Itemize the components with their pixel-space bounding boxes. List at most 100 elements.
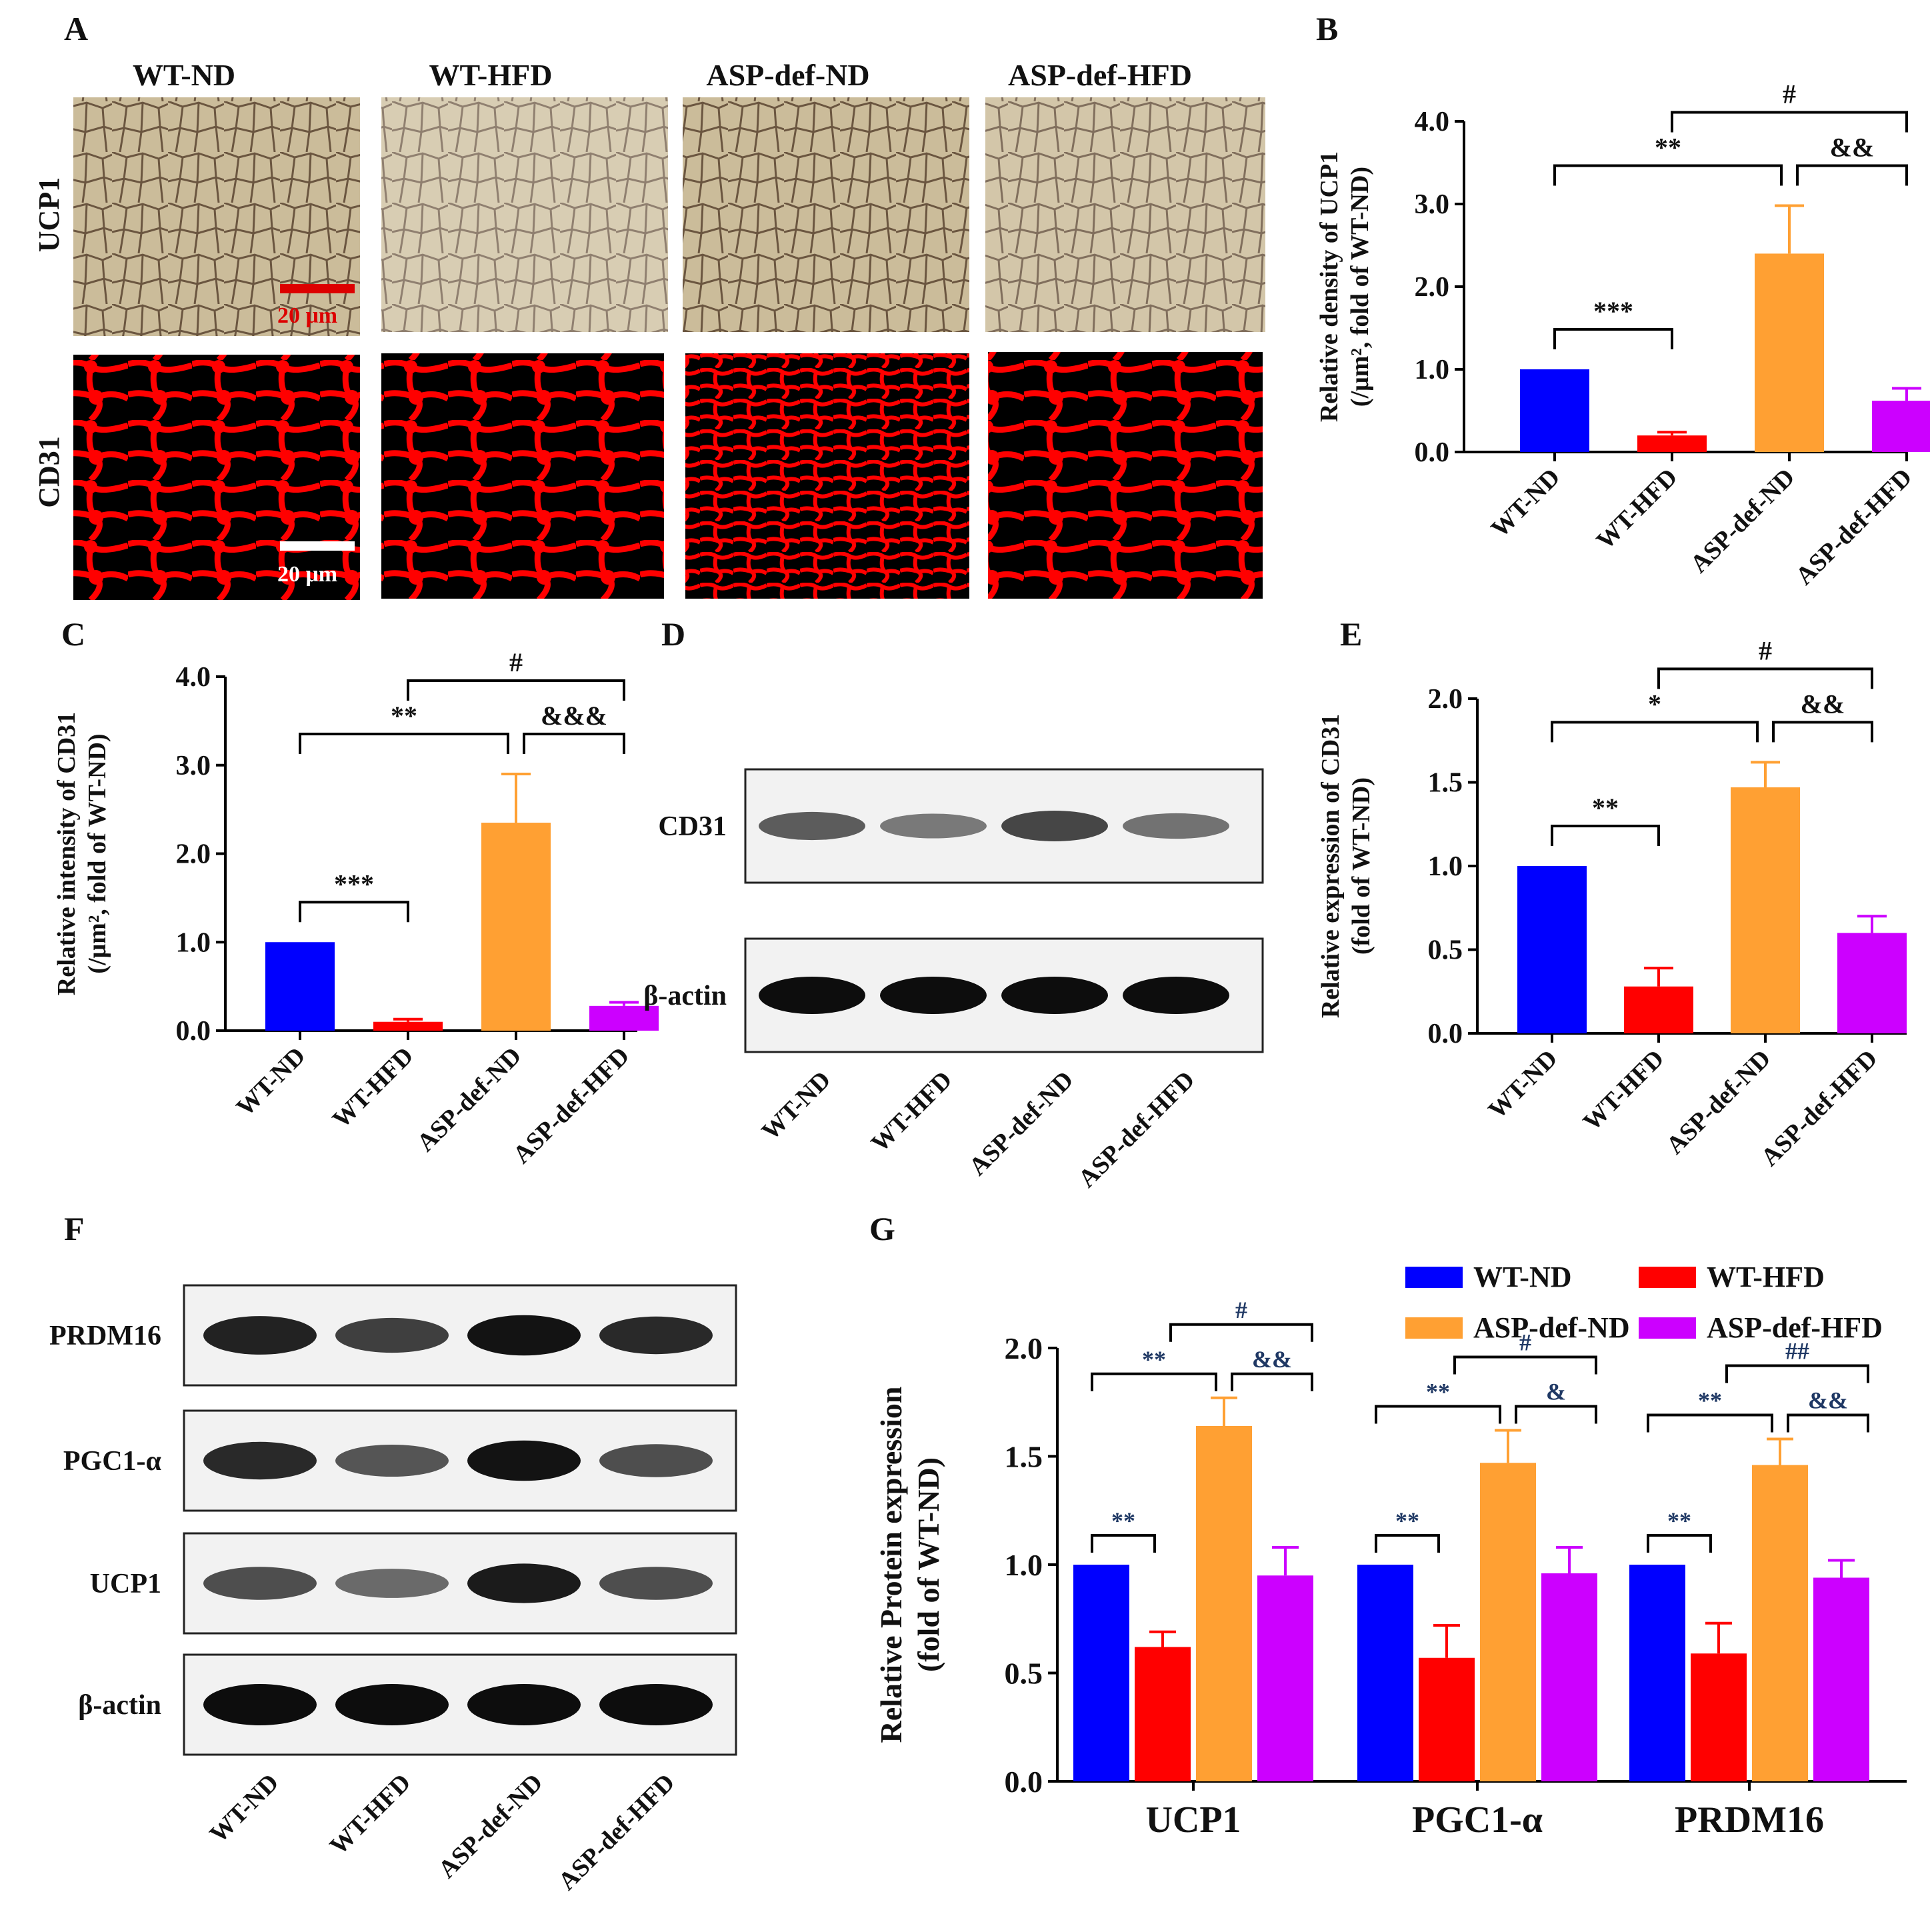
panel-label-d: D [661,615,685,653]
significance-label-g: && [1252,1346,1292,1373]
significance-bracket-g [1091,1372,1217,1391]
x-tick-label-b: WT-HFD [1591,463,1683,555]
blot-f-band [467,1440,581,1481]
micrograph-cd31-wt-hfd [381,353,664,599]
bar-g-2-0 [1629,1565,1685,1781]
blot-d-band [1001,977,1108,1014]
blot-f-band [335,1684,449,1725]
x-tick-label-g: UCP1 [1145,1799,1241,1841]
significance-bracket-c [407,679,625,701]
significance-bracket-g [1647,1534,1712,1553]
bar-c-1 [373,1021,443,1031]
micro-row-label-cd31: CD31 [33,436,65,508]
significance-bracket-g [1091,1534,1156,1553]
significance-bracket-e [1657,667,1873,689]
blot-f-label: β-actin [78,1690,161,1721]
significance-bracket-e [1772,721,1873,743]
x-tick-label-g: PGC1-α [1412,1799,1543,1841]
bar-b-1 [1637,435,1707,452]
significance-bracket-b [1553,328,1673,349]
significance-bracket-e [1551,825,1660,846]
blot-f-lane-label: WT-HFD [325,1769,417,1861]
y-tick-label-c: 4.0 [176,662,211,693]
legend-label-2: ASP-def-ND [1473,1311,1630,1344]
significance-label-g: ## [1785,1338,1809,1365]
blot-d-lane-label: WT-ND [757,1066,837,1146]
legend-swatch-0 [1405,1267,1463,1288]
blot-f-band [467,1315,581,1356]
blot-d-lane-label: ASP-def-HFD [1073,1066,1200,1193]
micro-row-label-ucp1: UCP1 [33,177,65,252]
micrograph-panel: WT-ND WT-HFD ASP-def-ND ASP-def-HFD UCP1… [33,58,1265,600]
y-axis-label-g-units: (fold of WT-ND) [911,1457,945,1672]
significance-label-b: *** [1593,296,1633,326]
significance-bracket-g [1169,1323,1313,1342]
significance-label-c: *** [334,869,374,899]
y-tick-label-b: 0.0 [1415,437,1450,468]
significance-label-g: ** [1698,1387,1722,1414]
significance-label-g: ** [1667,1507,1691,1534]
blot-f-band [203,1684,317,1725]
bar-e-3 [1837,933,1907,1033]
blot-f-band [335,1317,449,1353]
significance-bracket-g [1515,1405,1597,1424]
chart-c: 0.0 1.0 2.0 3.0 4.0 Relative intensity of CD3… [53,647,659,1169]
y-tick-label-c: 1.0 [176,927,211,958]
blot-f-band [335,1444,449,1477]
chart-g: 0.0 0.5 1.0 1.5 2.0 Relative Protein expressi… [874,1261,1907,1841]
blot-f-band [599,1316,713,1355]
significance-bracket-g [1725,1364,1869,1383]
significance-label-b: ** [1655,132,1681,162]
significance-label-g: & [1546,1379,1566,1405]
y-tick-label-e: 1.0 [1428,851,1463,882]
blot-d-label: CD31 [658,811,727,842]
micrograph-ucp1-wt-hfd [381,97,668,332]
y-axis-label-b-units: (/μm², fold of WT-ND) [1346,167,1374,407]
panel-label-f: F [64,1210,85,1247]
significance-label-e: && [1801,689,1845,719]
significance-bracket-c [299,901,409,923]
bar-b-0 [1520,369,1589,452]
y-tick-label-e: 0.5 [1428,935,1463,966]
y-tick-label-e: 0.0 [1428,1019,1463,1049]
y-axis-label-e: Relative expression of CD31 [1317,714,1345,1018]
panel-label-c: C [61,615,85,653]
significance-label-e: * [1648,689,1661,719]
significance-bracket-b [1671,111,1908,133]
y-tick-label-g: 0.5 [1005,1657,1043,1691]
micro-title-wt-hfd: WT-HFD [429,58,553,92]
legend-swatch-1 [1639,1267,1696,1288]
western-blot-d: CD31 β-actin WT-ND WT-HFD ASP-def-NDASP-def-… [643,768,1264,1193]
panel-label-g: G [869,1210,895,1247]
blot-f-lane-label: ASP-def-HFD [553,1769,680,1896]
significance-label-g: ** [1426,1379,1450,1405]
blot-d-lane-label: ASP-def-ND [963,1066,1079,1181]
significance-label-e: # [1759,635,1772,665]
bar-b-3 [1872,401,1930,452]
significance-bracket-g [1647,1413,1773,1433]
significance-bracket-g [1375,1534,1440,1553]
y-axis-label-g: Relative Protein expression [874,1387,908,1743]
micro-title-asp-nd: ASP-def-ND [706,58,869,92]
bar-g-1-3 [1541,1573,1597,1781]
blot-f-band [467,1563,581,1603]
legend-swatch-2 [1405,1317,1463,1339]
scale-bar-ucp1 [280,284,355,293]
significance-label-g: ** [1395,1507,1419,1534]
significance-label-g: ** [1111,1507,1135,1534]
scale-label-ucp1: 20 μm [277,303,337,328]
bar-g-0-0 [1073,1565,1129,1781]
significance-bracket-b [1796,164,1908,186]
significance-bracket-e [1551,721,1759,743]
legend-swatch-3 [1639,1317,1696,1339]
y-tick-label-b: 1.0 [1415,355,1450,385]
blot-d-band [759,811,865,841]
significance-label-g: && [1808,1387,1848,1414]
y-axis-label-c: Relative intensity of CD31 [53,712,81,995]
blot-f-band [335,1569,449,1598]
y-tick-label-e: 1.5 [1428,768,1463,799]
blot-f-label: PRDM16 [49,1321,161,1351]
blot-f-band [203,1567,317,1600]
y-tick-label-b: 2.0 [1415,272,1450,303]
